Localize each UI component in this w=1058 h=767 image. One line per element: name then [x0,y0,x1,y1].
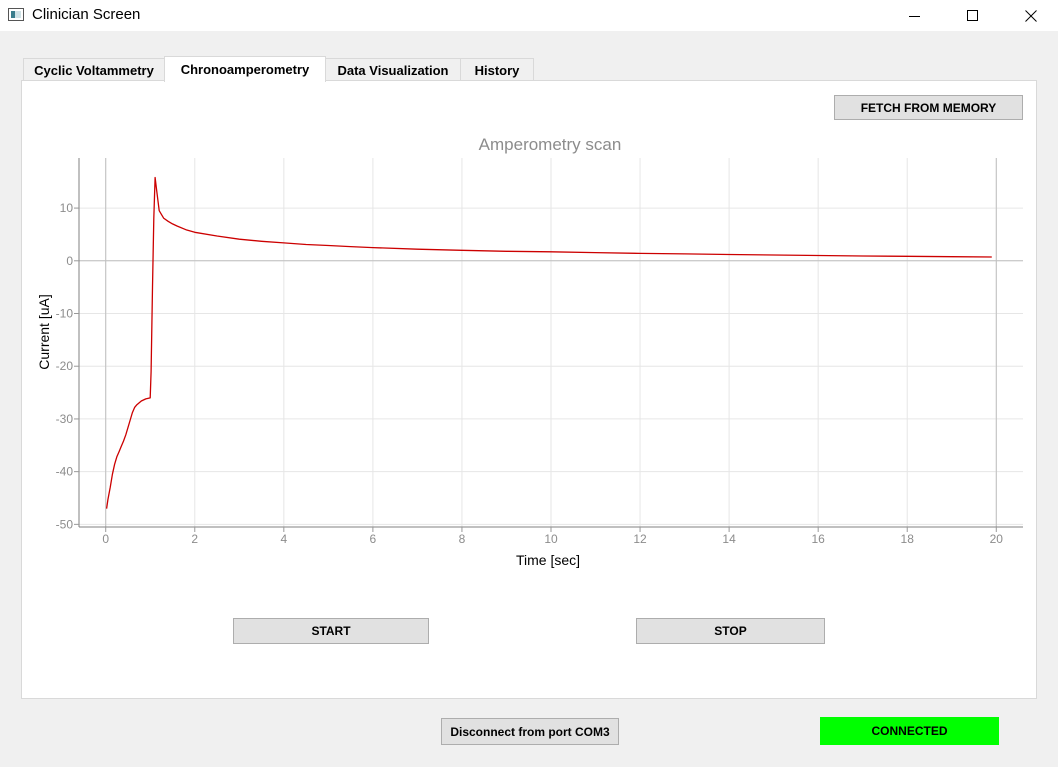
minimize-button[interactable] [892,0,938,31]
y-tick-label: -10 [56,307,74,321]
chart-grid [79,158,1023,527]
x-tick-label: 16 [811,532,825,546]
x-tick-label: 20 [990,532,1004,546]
stop-button[interactable]: STOP [636,618,825,644]
x-tick-label: 2 [191,532,198,546]
tab-data-visualization[interactable]: Data Visualization [325,58,461,81]
maximize-button[interactable] [950,0,996,31]
y-tick-label: -30 [56,412,74,426]
series-line [105,176,992,509]
y-tick-label: 0 [66,254,73,268]
y-tick-label: -20 [56,359,74,373]
y-tick-label: -40 [56,465,74,479]
close-icon [1025,9,1037,22]
y-tick-label: -50 [56,517,74,531]
start-button[interactable]: START [233,618,429,644]
tab-history[interactable]: History [460,58,534,81]
x-tick-label: 12 [633,532,647,546]
x-tick-label: 10 [544,532,558,546]
app-icon [8,8,24,21]
maximize-icon [967,9,978,21]
close-button[interactable] [1008,0,1054,31]
x-tick-label: 4 [280,532,287,546]
x-tick-label: 8 [459,532,466,546]
chart-ticks: 0 2 4 6 8 10 12 14 16 18 20 -50 -40 -30 -20 -10 0 10 [56,201,1004,546]
x-tick-label: 6 [370,532,377,546]
chart-title: Amperometry scan [479,135,622,154]
window-title: Clinician Screen [32,6,141,23]
x-tick-label: 0 [102,532,109,546]
tab-cyclic-voltammetry[interactable]: Cyclic Voltammetry [23,58,165,81]
tab-panel [21,80,1037,699]
amperometry-chart: Amperometry scan 0 2 4 6 8 10 12 14 16 18 20 -50 -40… [36,135,1023,568]
disconnect-button[interactable]: Disconnect from port COM3 [441,718,619,745]
fetch-from-memory-button[interactable]: FETCH FROM MEMORY [834,95,1023,120]
tab-chronoamperometry[interactable]: Chronoamperometry [164,56,326,82]
y-tick-label: 10 [60,201,74,215]
y-axis-label: Current [uA] [36,294,52,369]
title-bar: Clinician Screen [0,0,1058,31]
x-axis-label: Time [sec] [516,552,580,568]
connection-status-badge: CONNECTED [820,717,999,745]
x-tick-label: 18 [901,532,915,546]
minimize-icon [909,15,920,17]
x-tick-label: 14 [722,532,736,546]
